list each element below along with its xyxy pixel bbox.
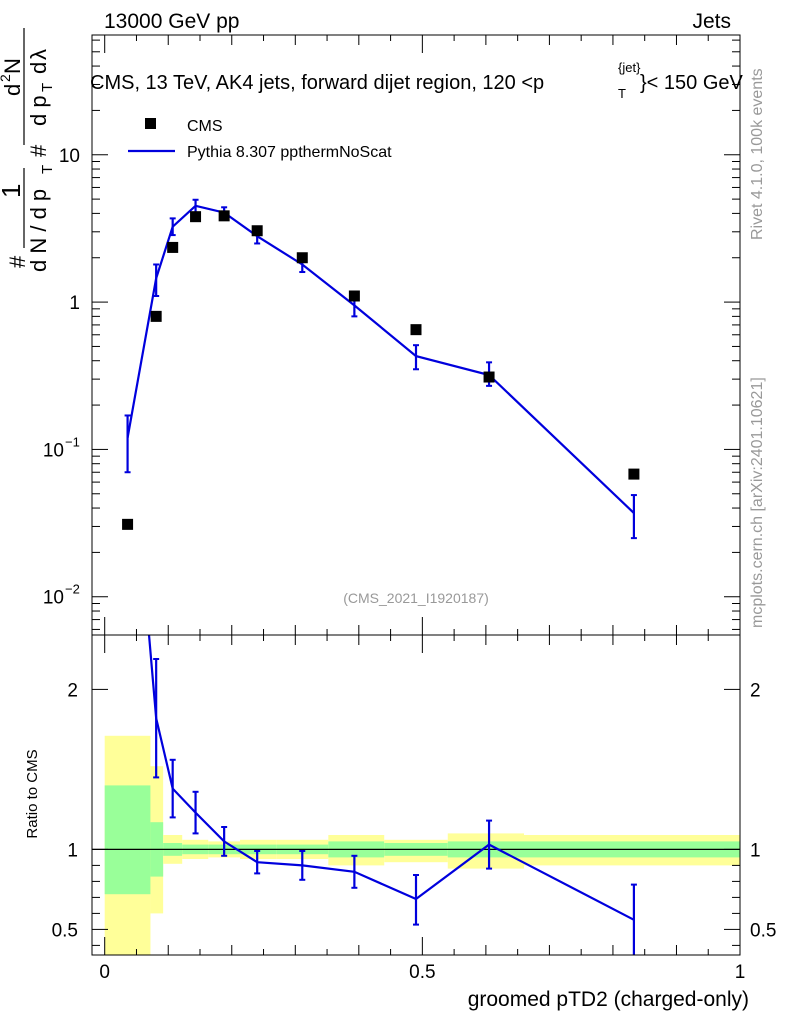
data-point [296, 252, 308, 264]
svg-text:#: # [26, 144, 51, 157]
main-ticks [92, 35, 741, 635]
ratio-stat-band [104, 785, 151, 895]
legend-mc-label: Pythia 8.307 ppthermNoScat [187, 144, 392, 161]
data-point [150, 310, 162, 322]
data-point [628, 468, 640, 480]
main-ytick-label: 10 [43, 588, 64, 609]
svg-text:T: T [39, 83, 56, 92]
main-ytick-label: 10 [59, 146, 80, 167]
ratio-ytick-label: 1 [67, 840, 78, 861]
svg-text:d N / d p: d N / d p [26, 189, 51, 272]
title-main: CMS, 13 TeV, AK4 jets, forward dijet reg… [90, 72, 544, 94]
title-end: }< 150 GeV [640, 72, 744, 94]
svg-text:d: d [26, 62, 51, 74]
ratio-ylabel: Ratio to CMS [24, 749, 41, 838]
data-point [251, 225, 263, 237]
main-ytick-label: 1 [69, 293, 80, 314]
main-ytick-label: 10 [43, 440, 64, 461]
header-right: Jets [692, 10, 731, 33]
main-ytick-label-exp: −1 [65, 434, 80, 449]
data-point [122, 518, 134, 530]
ratio-frame [91, 634, 741, 956]
svg-text:λ: λ [26, 49, 51, 60]
svg-text:T: T [39, 165, 56, 174]
ratio-line [147, 635, 635, 921]
svg-text:2: 2 [0, 74, 13, 82]
data-point [483, 371, 495, 383]
ratio-xtick-label: 0.5 [409, 962, 435, 983]
ratio-ytick-label: 0.5 [52, 920, 78, 941]
data-point [410, 324, 422, 336]
ratio-xtick-label: 0 [99, 962, 110, 983]
x-axis-label: groomed pTD2 (charged-only) [468, 988, 749, 1011]
ratio-ytick-label-right: 1 [750, 840, 761, 861]
svg-text:1: 1 [0, 184, 26, 198]
ratio-panel: 0.5 0.51 12 20 0.5 1 Ratio to CMS groomed pTD… [24, 634, 777, 1011]
ratio-ytick-label-right: 0.5 [750, 920, 776, 941]
data-point [190, 211, 202, 223]
main-ylabel: # 1 d N / d p T # d 2 N d p T d λ [0, 28, 56, 272]
watermark: (CMS_2021_I1920187) [343, 590, 489, 606]
svg-text:d p: d p [26, 95, 51, 126]
data-point [167, 241, 179, 253]
data-point [348, 290, 360, 302]
main-title: CMS, 13 TeV, AK4 jets, forward dijet reg… [90, 60, 744, 101]
rivet-label: Rivet 4.1.0, 100k events [749, 68, 766, 240]
ratio-ticks [92, 635, 741, 955]
ratio-tick-labels: 0.5 0.51 12 20 0.5 1 [52, 680, 777, 983]
data-point [218, 210, 230, 222]
legend-data-label: CMS [187, 118, 223, 135]
title-sub: T [618, 86, 626, 101]
ratio-xtick-label: 1 [735, 962, 746, 983]
legend-data-marker [145, 118, 156, 129]
header-left: 13000 GeV pp [104, 10, 239, 33]
svg-text:N: N [0, 58, 25, 74]
main-ytick-label-exp: −2 [65, 582, 80, 597]
svg-text:d: d [0, 84, 25, 96]
ratio-bands [104, 735, 740, 955]
title-sup: {jet} [618, 60, 641, 75]
ratio-ytick-label: 2 [67, 680, 78, 701]
data-markers [122, 210, 640, 530]
svg-text:#: # [5, 255, 30, 268]
legend: CMS Pythia 8.307 ppthermNoScat [128, 118, 392, 161]
ratio-ytick-label-right: 2 [750, 680, 761, 701]
mcplots-label: mcplots.cern.ch [arXiv:2401.10621] [749, 377, 766, 628]
